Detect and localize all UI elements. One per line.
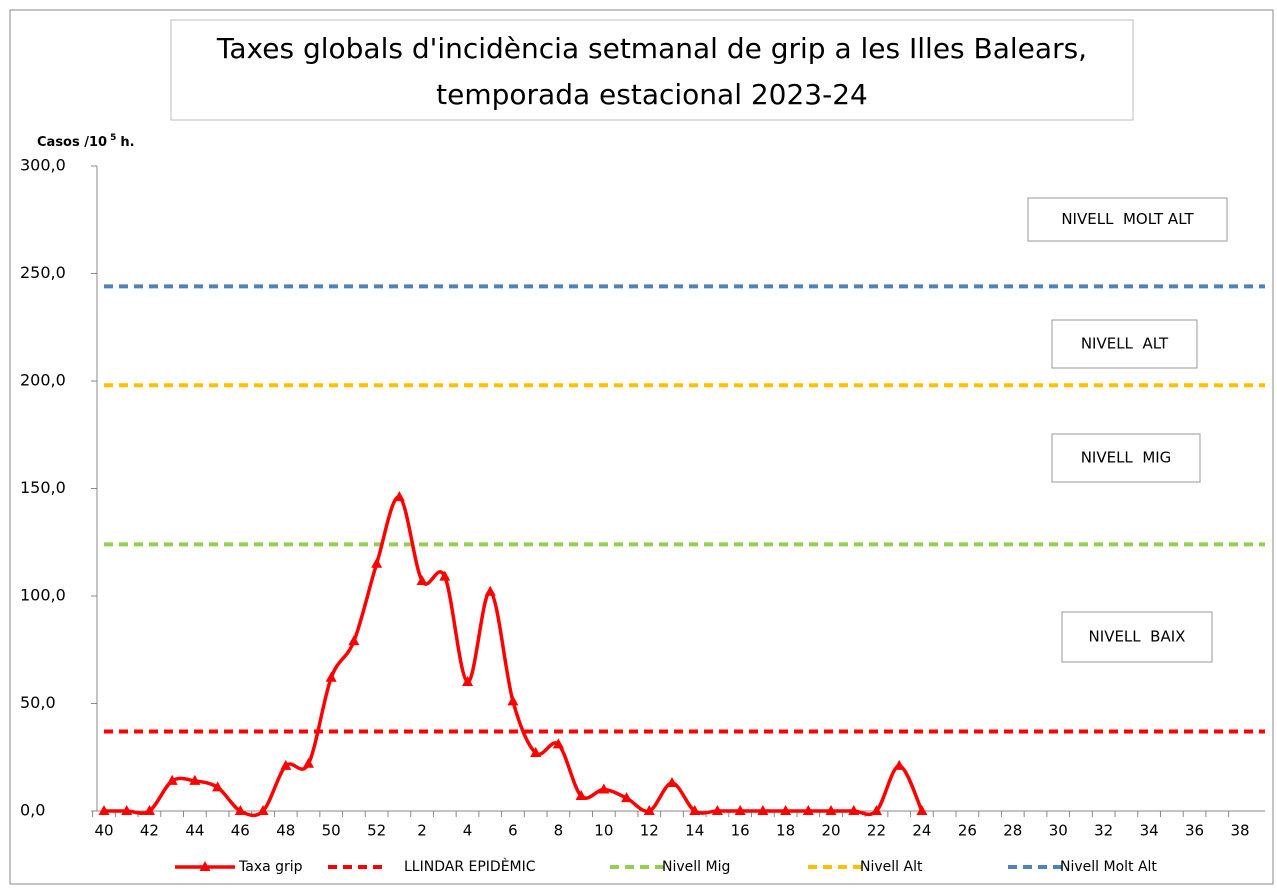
legend-label: Nivell Mig	[662, 859, 730, 875]
point-marker	[825, 805, 837, 815]
point-marker	[870, 805, 882, 815]
legend-label: Nivell Alt	[860, 859, 923, 875]
y-tick-label: 300,0	[20, 156, 66, 175]
point-marker	[234, 805, 246, 815]
point-marker	[143, 805, 155, 815]
level-label: NIVELL BAIX	[1089, 628, 1186, 646]
point-marker	[689, 805, 701, 815]
x-tick-label: 22	[867, 822, 886, 840]
series-line	[104, 495, 924, 818]
x-tick-label: 42	[140, 822, 159, 840]
level-label: NIVELL MIG	[1081, 449, 1172, 467]
point-marker	[189, 774, 201, 785]
point-marker	[166, 774, 178, 785]
level-box	[1051, 433, 1201, 483]
y-axis-label: Casos /10 5 h.	[37, 133, 135, 150]
x-tick-label: 40	[94, 822, 113, 840]
point-marker	[439, 570, 451, 581]
point-marker	[598, 783, 610, 794]
x-tick-label: 6	[508, 822, 518, 840]
x-tick-label: 28	[1003, 822, 1022, 840]
point-marker	[893, 759, 905, 770]
point-marker	[575, 789, 587, 800]
y-tick-label: 200,0	[20, 371, 66, 390]
point-marker	[121, 805, 133, 815]
x-tick-label: 34	[1140, 822, 1159, 840]
x-tick-label: 2	[417, 822, 427, 840]
x-tick-label: 16	[731, 822, 750, 840]
level-label: NIVELL MOLT ALT	[1061, 210, 1194, 228]
x-tick-label: 18	[776, 822, 795, 840]
y-tick-label: 0,0	[20, 801, 45, 820]
point-marker	[780, 805, 792, 815]
x-tick-label: 10	[594, 822, 613, 840]
legend-label: Taxa grip	[238, 859, 303, 875]
point-marker	[621, 792, 633, 803]
x-tick-label: 46	[231, 822, 250, 840]
x-tick-label: 20	[821, 822, 840, 840]
point-marker	[530, 746, 542, 757]
title-box	[170, 19, 1134, 121]
chart-title: temporada estacional 2023-24	[436, 78, 868, 111]
point-marker	[552, 738, 564, 749]
point-marker	[711, 805, 723, 815]
x-tick-label: 44	[185, 822, 204, 840]
point-marker	[393, 491, 405, 502]
level-label: NIVELL ALT	[1081, 335, 1169, 353]
level-box	[1061, 611, 1213, 663]
point-marker	[643, 805, 655, 815]
x-tick-label: 12	[640, 822, 659, 840]
point-marker	[507, 695, 519, 706]
x-tick-label: 48	[276, 822, 295, 840]
x-tick-label: 26	[958, 822, 977, 840]
point-marker	[416, 574, 428, 585]
y-tick-label: 150,0	[20, 478, 66, 497]
x-tick-label: 24	[912, 822, 931, 840]
y-label-text: Casos /10	[37, 135, 107, 150]
y-label-sup: 5	[110, 133, 116, 143]
x-tick-label: 52	[367, 822, 386, 840]
point-marker	[848, 805, 860, 815]
point-marker	[302, 757, 314, 768]
x-tick-label: 32	[1094, 822, 1113, 840]
point-marker	[325, 671, 337, 682]
chart-title: Taxes globals d'incidència setmanal de g…	[216, 32, 1087, 65]
point-marker	[348, 635, 360, 646]
point-marker	[98, 805, 110, 815]
y-tick-label: 50,0	[20, 693, 56, 712]
x-tick-label: 14	[685, 822, 704, 840]
point-marker	[462, 676, 474, 686]
x-tick-label: 4	[463, 822, 473, 840]
x-tick-label: 8	[554, 822, 564, 840]
level-box	[1027, 197, 1228, 242]
point-marker	[280, 759, 292, 770]
point-marker	[916, 805, 928, 815]
x-tick-label: 38	[1230, 822, 1249, 840]
x-tick-label: 30	[1049, 822, 1068, 840]
y-tick-label: 100,0	[20, 586, 66, 605]
level-box	[1051, 319, 1198, 369]
point-marker	[212, 781, 224, 792]
point-marker	[802, 805, 814, 815]
legend-label: Nivell Molt Alt	[1060, 859, 1157, 875]
point-marker	[666, 777, 678, 788]
x-tick-label: 36	[1185, 822, 1204, 840]
legend-label: LLINDAR EPIDÈMIC	[404, 858, 536, 875]
point-marker	[257, 805, 269, 815]
point-marker	[371, 557, 383, 568]
point-marker	[484, 585, 496, 596]
point-marker	[757, 805, 769, 815]
y-tick-label: 250,0	[20, 263, 66, 282]
y-label-suffix: h.	[120, 135, 134, 150]
legend-marker	[199, 861, 211, 871]
x-tick-label: 50	[322, 822, 341, 840]
point-marker	[734, 805, 746, 815]
